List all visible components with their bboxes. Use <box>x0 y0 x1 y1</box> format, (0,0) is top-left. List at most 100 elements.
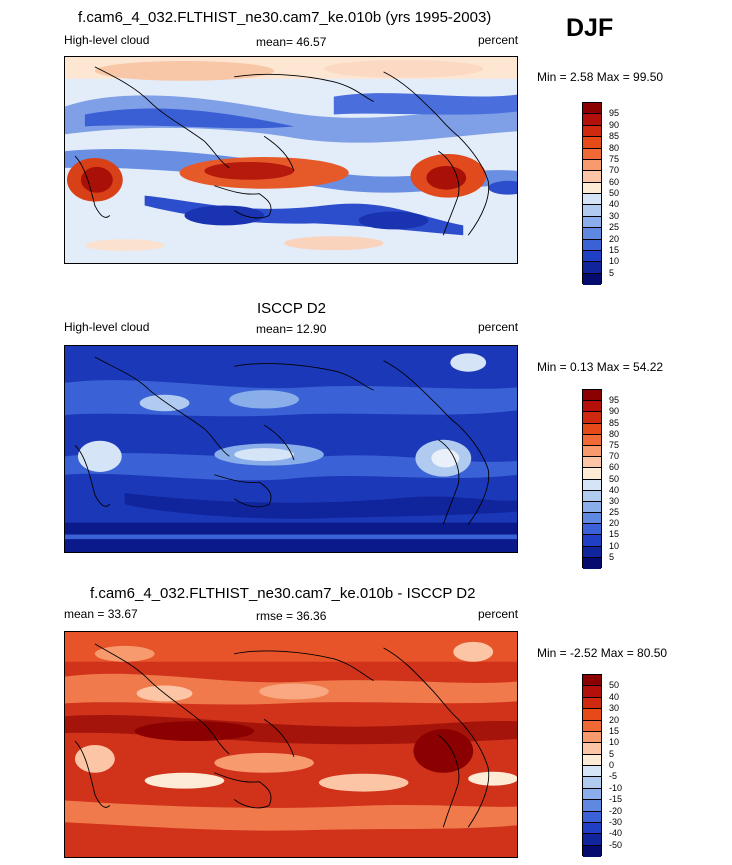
colorbar-swatch <box>583 103 601 115</box>
panel-obs-units-label: percent <box>478 320 519 334</box>
panel-obs-title: ISCCP D2 <box>257 300 326 317</box>
colorbar-swatch <box>583 434 601 446</box>
colorbar-swatch <box>583 524 601 536</box>
colorbar-swatch <box>583 228 601 240</box>
colorbar-swatch <box>583 811 601 823</box>
colorbar-tick-label: 40 <box>609 691 620 702</box>
panel-model-mean-label: mean= 46.57 <box>256 35 327 49</box>
colorbar-tick-label: 20 <box>609 233 620 244</box>
colorbar-swatch <box>583 182 601 194</box>
colorbar-swatch <box>583 513 601 525</box>
colorbar-tick-label: 25 <box>609 222 620 233</box>
colorbar-swatch <box>583 125 601 138</box>
colorbar-swatch <box>583 800 601 812</box>
colorbar-tick-label: 5 <box>609 551 615 562</box>
colorbar-tick-label: 40 <box>609 484 620 495</box>
panel-model-variable-label: High-level cloud <box>64 33 150 47</box>
colorbar-tick-label: -15 <box>609 794 623 805</box>
colorbar-swatch <box>583 159 601 172</box>
panel-diff-colorbar <box>582 674 602 857</box>
colorbar-tick-label: 75 <box>609 439 620 450</box>
colorbar-tick-label: -50 <box>609 839 623 850</box>
colorbar-swatch <box>583 216 601 229</box>
panel-model-title: f.cam6_4_032.FLTHIST_ne30.cam7_ke.010b (… <box>78 9 492 26</box>
colorbar-swatch <box>583 743 601 755</box>
panel-diff-rmse-label: rmse = 36.36 <box>256 609 327 623</box>
colorbar-tick-label: 0 <box>609 760 615 770</box>
colorbar-swatch <box>583 501 601 514</box>
colorbar-swatch <box>583 788 601 801</box>
colorbar-tick-label: 60 <box>609 176 620 187</box>
colorbar-swatch <box>583 697 601 710</box>
colorbar-tick-label: 70 <box>609 451 620 462</box>
colorbar-swatch <box>583 171 601 183</box>
colorbar-swatch <box>583 457 601 469</box>
colorbar-tick-label: 15 <box>609 529 620 540</box>
colorbar-swatch <box>583 479 601 491</box>
colorbar-swatch <box>583 148 601 160</box>
colorbar-swatch <box>583 754 601 766</box>
colorbar-tick-label: 80 <box>609 428 620 439</box>
colorbar-swatch <box>583 834 601 846</box>
colorbar-swatch <box>583 468 601 480</box>
colorbar-tick-label: -10 <box>609 782 623 793</box>
season-label: DJF <box>566 14 614 42</box>
colorbar-swatch <box>583 239 601 251</box>
colorbar-swatch <box>583 114 601 126</box>
colorbar-tick-label: 25 <box>609 507 620 518</box>
colorbar-swatch <box>583 720 601 732</box>
colorbar-tick-label: 60 <box>609 462 620 473</box>
colorbar-swatch <box>583 777 601 789</box>
colorbar-swatch <box>583 535 601 547</box>
colorbar-swatch <box>583 490 601 502</box>
colorbar-swatch <box>583 709 601 721</box>
colorbar-swatch <box>583 194 601 206</box>
colorbar-tick-label: 50 <box>609 188 620 198</box>
colorbar-swatch <box>583 423 601 435</box>
colorbar-tick-label: 30 <box>609 210 620 221</box>
colorbar-swatch <box>583 262 601 274</box>
colorbar-tick-label: 70 <box>609 165 620 176</box>
panel-obs-contour-field <box>65 353 517 552</box>
colorbar-tick-label: 85 <box>609 417 620 428</box>
colorbar-tick-label: -20 <box>609 805 623 816</box>
colorbar-tick-label: 30 <box>609 703 620 714</box>
panel-diff-title: f.cam6_4_032.FLTHIST_ne30.cam7_ke.010b -… <box>90 585 476 602</box>
colorbar-tick-label: 75 <box>609 153 620 164</box>
panel-diff-minmax-label: Min = -2.52 Max = 80.50 <box>537 646 668 660</box>
colorbar-swatch <box>583 137 601 149</box>
colorbar-tick-label: 10 <box>609 256 620 267</box>
colorbar-tick-label: 85 <box>609 131 620 142</box>
colorbar-tick-label: 10 <box>609 540 620 551</box>
panel-obs-colorbar <box>582 389 602 569</box>
colorbar-swatch <box>583 273 601 285</box>
colorbar-tick-label: 40 <box>609 199 620 210</box>
panel-model-minmax-label: Min = 2.58 Max = 99.50 <box>537 70 664 84</box>
colorbar-tick-label: 90 <box>609 406 620 417</box>
colorbar-tick-label: 95 <box>609 108 620 119</box>
colorbar-tick-label: -30 <box>609 816 623 827</box>
colorbar-tick-label: 15 <box>609 725 620 736</box>
colorbar-tick-label: -40 <box>609 828 623 839</box>
panel-model-map <box>64 56 518 264</box>
panel-obs-map <box>64 345 518 553</box>
colorbar-swatch <box>583 686 601 698</box>
panel-diff-map <box>64 631 518 858</box>
colorbar-tick-label: 20 <box>609 714 620 725</box>
colorbar-swatch <box>583 557 601 569</box>
panel-obs-minmax-label: Min = 0.13 Max = 54.22 <box>537 360 664 374</box>
colorbar-tick-label: 15 <box>609 244 620 255</box>
colorbar-tick-label: -5 <box>609 771 618 782</box>
colorbar-tick-label: 95 <box>609 395 620 406</box>
panel-model-colorbar <box>582 102 602 285</box>
colorbar-tick-label: 50 <box>609 473 620 484</box>
colorbar-tick-label: 50 <box>609 680 620 691</box>
panel-diff-units-label: percent <box>478 607 519 621</box>
colorbar-tick-label: 80 <box>609 142 620 153</box>
colorbar-swatch <box>583 401 601 413</box>
colorbar-tick-label: 90 <box>609 119 620 130</box>
panel-obs-mean-label: mean= 12.90 <box>256 322 327 336</box>
panel-model-contour-field <box>65 57 517 252</box>
panel-model-units-label: percent <box>478 33 519 47</box>
colorbar-swatch <box>583 675 601 687</box>
